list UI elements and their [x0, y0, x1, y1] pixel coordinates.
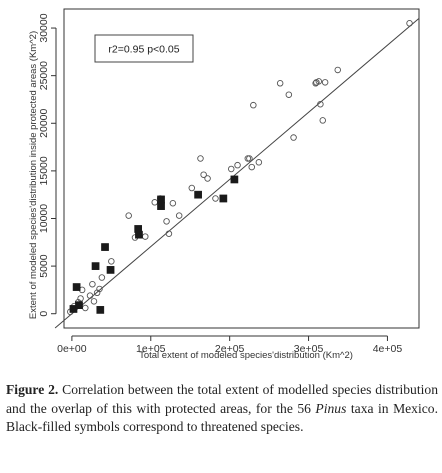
x-tick-label: 3e+05	[294, 343, 324, 355]
threatened-point	[219, 194, 228, 203]
threatened-point	[157, 195, 165, 204]
y-tick-label: 10000	[38, 204, 50, 233]
plot-frame	[63, 8, 420, 329]
data-point	[197, 155, 204, 162]
data-point	[82, 304, 89, 312]
data-point	[86, 292, 94, 299]
data-point	[334, 66, 341, 74]
threatened-point	[194, 190, 202, 199]
y-tick-label: 5000	[38, 254, 50, 278]
data-point	[276, 80, 284, 87]
threatened-point	[135, 230, 143, 239]
data-point	[165, 230, 173, 237]
threatened-point	[106, 266, 115, 274]
y-tick-label: 30000	[38, 13, 50, 42]
caption-genus: Pinus	[315, 400, 347, 416]
data-point	[142, 233, 149, 240]
y-axis-title: Extent of modeled species'distribution i…	[28, 31, 39, 319]
threatened-point	[96, 306, 105, 314]
data-point	[163, 218, 170, 225]
caption-text-before: Correlation between the total extent of …	[6, 382, 438, 416]
data-point	[169, 200, 177, 207]
data-point	[312, 80, 319, 87]
caption-label: Figure 2.	[6, 382, 59, 397]
data-point	[317, 100, 324, 108]
stats-annotation: r2=0.95 p<0.05	[108, 44, 179, 56]
data-point	[175, 212, 183, 219]
x-axis-title: Total extent of modeled species'distribu…	[139, 350, 353, 361]
x-tick-label: 2e+05	[215, 343, 245, 355]
y-tick-label: 25000	[38, 61, 50, 90]
data-point	[321, 79, 329, 86]
regression-line	[54, 17, 420, 329]
threatened-point	[72, 283, 81, 291]
data-point	[248, 163, 256, 171]
threatened-point	[157, 202, 165, 210]
data-point	[77, 295, 84, 302]
data-point	[98, 274, 106, 281]
data-point	[319, 117, 327, 124]
data-point	[234, 161, 241, 169]
y-tick-label: 20000	[38, 109, 50, 138]
scatter-plot: 0e+00 1e+05 2e+05 3e+05 4e+05 0 5000 10000 15000…	[28, 8, 420, 361]
data-point	[246, 155, 253, 162]
data-point	[108, 258, 115, 265]
data-point	[285, 91, 293, 98]
data-point	[255, 159, 263, 166]
data-point	[204, 175, 211, 182]
data-point	[96, 285, 103, 293]
x-tick-label: 4e+05	[373, 343, 403, 355]
threatened-point	[75, 301, 83, 309]
data-point	[89, 280, 96, 288]
threatened-point	[230, 175, 239, 184]
data-point	[200, 171, 207, 178]
y-tick-label: 0	[38, 311, 50, 317]
figure-caption: Figure 2. Correlation between the total …	[6, 381, 438, 437]
data-point	[406, 20, 413, 27]
data-point	[151, 199, 158, 206]
caption-text-after: taxa in Mexico. Black-filled symbols cor…	[6, 400, 438, 435]
data-point	[250, 101, 257, 109]
data-point	[212, 195, 219, 202]
data-point	[90, 298, 98, 305]
stats-box	[94, 34, 194, 63]
x-tick-label: 1e+05	[136, 343, 166, 355]
x-tick-label: 0e+00	[57, 343, 87, 355]
data-point	[227, 165, 235, 173]
data-point	[313, 79, 320, 86]
data-point	[188, 184, 196, 192]
threatened-point	[91, 262, 100, 270]
threatened-point	[101, 243, 109, 251]
data-point	[290, 134, 297, 141]
y-tick-label: 15000	[38, 156, 50, 185]
data-point	[125, 212, 132, 219]
